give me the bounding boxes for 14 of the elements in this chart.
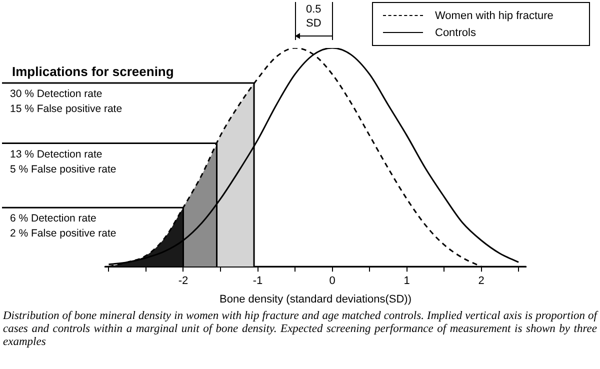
ref-line-label: 13 % Detection rate 5 % False positive rate — [10, 148, 116, 176]
annotation: Implications for screening — [12, 64, 174, 80]
ref-line-label: 30 % Detection rate 15 % False positive rate — [10, 88, 122, 116]
x-tick-label: 2 — [478, 275, 484, 288]
x-axis-title: Bone density (standard deviations(SD)) — [220, 293, 412, 306]
text: 0.5 SD — [306, 4, 322, 30]
text: Distribution of bone mineral density in women with hip fracture and age matched controls. Implied vertical axis is proportion of cases and controls within a marginal unit of bone density. Expected screening performance of measurement is shown by three examples — [3, 310, 597, 349]
x-tick-label: -1 — [252, 275, 263, 288]
legend-label: Controls — [435, 26, 476, 38]
ref-line-label: 6 % Detection rate 2 % False positive rate — [10, 212, 116, 240]
x-tick-label: 0 — [329, 275, 336, 288]
legend-label: Women with hip fracture — [435, 10, 554, 22]
x-tick-label: 1 — [404, 275, 410, 288]
x-tick-label: -2 — [178, 275, 188, 288]
